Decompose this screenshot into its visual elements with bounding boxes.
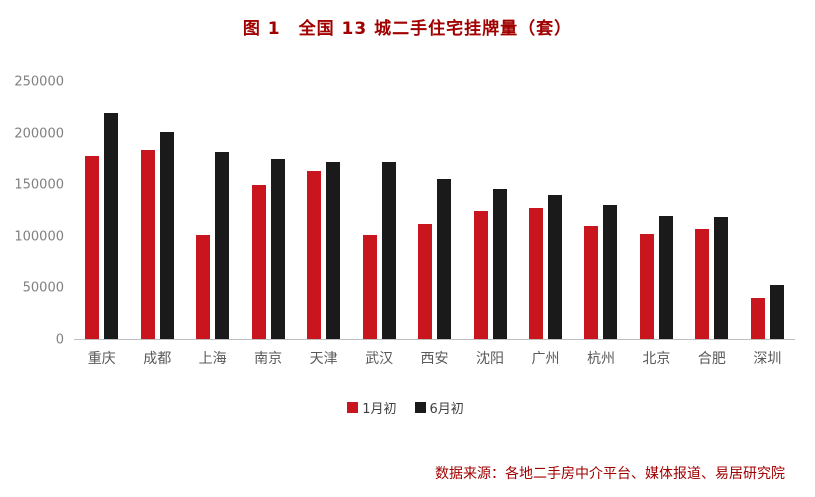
bar-6月初-深圳 (769, 284, 784, 339)
y-axis: 0 50000 100000 150000 200000 250000 (14, 75, 74, 348)
bar-1月初-武汉 (362, 235, 377, 339)
x-axis-category-label: 合肥 (697, 351, 726, 367)
bar-6月初-合肥 (714, 216, 729, 339)
bar-1月初-广州 (528, 208, 543, 339)
bar-group-广州 (518, 82, 573, 339)
y-axis-tick-label: 50000 (22, 280, 64, 296)
bar-group-北京 (629, 82, 684, 339)
bar-group-深圳 (740, 82, 795, 339)
chart-area: 0 50000 100000 150000 200000 250000 重庆 成都 上海 南京 天… (14, 75, 795, 368)
legend: 1月初 6月初 (16, 398, 795, 417)
bar-1月初-南京 (251, 184, 266, 339)
bar-group-南京 (240, 82, 295, 339)
bar-6月初-成都 (159, 132, 174, 339)
legend-swatch-icon (347, 402, 359, 413)
legend-label: 1月初 (362, 402, 397, 417)
x-axis-category-label: 武汉 (365, 351, 394, 367)
bar-6月初-武汉 (381, 162, 396, 339)
y-axis-tick-label: 200000 (14, 126, 64, 142)
bar-1月初-天津 (307, 171, 322, 339)
bar-group-沈阳 (462, 82, 517, 339)
bar-1月初-重庆 (85, 156, 100, 339)
legend-item-1月初: 1月初 (347, 398, 397, 417)
x-axis-category-label: 重庆 (87, 351, 116, 367)
y-axis-tick-label: 150000 (14, 177, 64, 193)
bar-6月初-重庆 (104, 112, 119, 339)
bar-6月初-沈阳 (492, 188, 507, 339)
x-axis-category-label: 成都 (143, 351, 172, 367)
bar-group-上海 (185, 82, 240, 339)
bar-6月初-天津 (326, 162, 341, 339)
legend-swatch-icon (414, 402, 426, 413)
bar-group-武汉 (351, 82, 406, 339)
x-axis-category-label: 北京 (642, 351, 671, 367)
x-axis-category-label: 深圳 (753, 351, 782, 367)
legend-item-6月初: 6月初 (414, 398, 464, 417)
bar-6月初-北京 (658, 215, 673, 339)
bar-group-天津 (296, 82, 351, 339)
x-axis-category-label: 上海 (198, 351, 227, 367)
y-axis-tick-label: 0 (55, 332, 64, 348)
y-axis-tick-label: 250000 (14, 74, 64, 90)
bar-6月初-南京 (270, 159, 285, 339)
x-axis-category-label: 西安 (420, 351, 449, 367)
bar-1月初-深圳 (750, 297, 765, 339)
legend-label: 6月初 (429, 402, 464, 417)
bars-row (74, 82, 795, 340)
bar-6月初-西安 (437, 178, 452, 339)
bar-group-合肥 (684, 82, 739, 339)
bar-group-成都 (129, 82, 184, 339)
bar-1月初-杭州 (584, 225, 599, 339)
bar-1月初-沈阳 (473, 210, 488, 339)
chart-container: 0 50000 100000 150000 200000 250000 重庆 成都 上海 南京 天… (14, 75, 795, 417)
x-axis: 重庆 成都 上海 南京 天津 武汉 西安 沈阳 广州 杭州 北京 合肥 深圳 (74, 348, 795, 368)
bar-group-杭州 (573, 82, 628, 339)
chart-title: 图 1 全国 13 城二手住宅挂牌量（套） (242, 19, 573, 39)
bar-1月初-西安 (418, 223, 433, 339)
x-axis-category-label: 杭州 (586, 351, 615, 367)
bar-1月初-成都 (140, 149, 155, 339)
x-axis-category-label: 广州 (531, 351, 560, 367)
bar-1月初-合肥 (695, 229, 710, 339)
bar-group-重庆 (74, 82, 129, 339)
bar-6月初-上海 (215, 151, 230, 339)
x-axis-category-label: 南京 (254, 351, 283, 367)
bar-6月初-广州 (547, 195, 562, 339)
bar-group-西安 (407, 82, 462, 339)
data-source-note: 数据来源：各地二手房中介平台、媒体报道、易居研究院 (435, 466, 785, 482)
y-axis-tick-label: 100000 (14, 229, 64, 245)
bar-1月初-上海 (196, 235, 211, 339)
plot-area: 重庆 成都 上海 南京 天津 武汉 西安 沈阳 广州 杭州 北京 合肥 深圳 (74, 82, 795, 368)
bar-6月初-杭州 (603, 205, 618, 339)
bar-1月初-北京 (639, 234, 654, 339)
x-axis-category-label: 天津 (309, 351, 338, 367)
x-axis-category-label: 沈阳 (476, 351, 505, 367)
